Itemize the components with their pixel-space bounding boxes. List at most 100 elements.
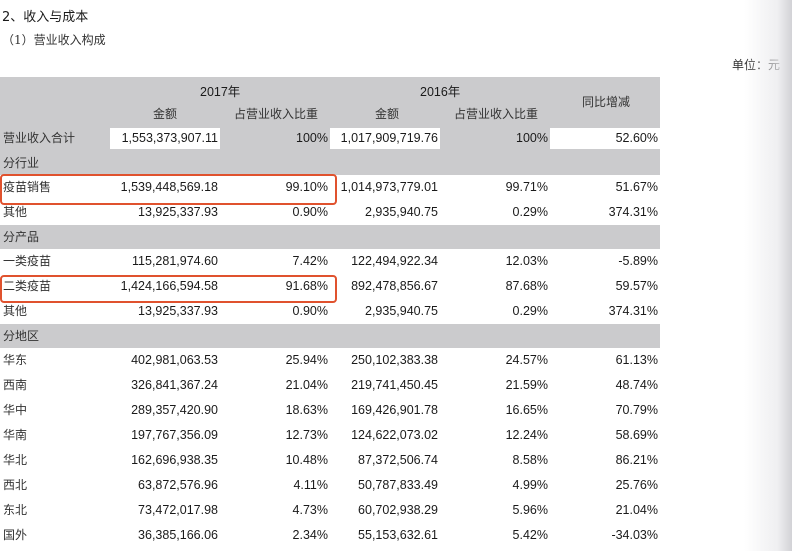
table-row: 华中 289,357,420.90 18.63% 169,426,901.78 … xyxy=(0,398,660,423)
amount-2016: 55,153,632.61 xyxy=(358,528,438,542)
ratio-2017: 0.90% xyxy=(292,205,328,219)
table-row: 东北 73,472,017.98 4.73% 60,702,938.29 5.9… xyxy=(0,498,660,523)
yoy-change: 59.57% xyxy=(615,279,658,293)
ratio-2017: 99.10% xyxy=(285,180,328,194)
row-label: 华北 xyxy=(3,453,28,467)
yoy-change: -5.89% xyxy=(618,254,658,268)
amount-2017: 36,385,166.06 xyxy=(138,528,218,542)
amount-2017: 1,553,373,907.11 xyxy=(110,128,220,149)
ratio-2016: 0.29% xyxy=(512,304,548,318)
ratio-2017: 0.90% xyxy=(292,304,328,318)
group-title: 分行业 xyxy=(3,156,40,170)
ratio-2017: 4.11% xyxy=(293,478,328,492)
header-amount-2016: 金额 xyxy=(375,107,400,121)
group-title: 分产品 xyxy=(3,230,40,244)
amount-2017: 289,357,420.90 xyxy=(131,403,218,417)
header-year-2017: 2017年 xyxy=(200,85,241,99)
ratio-2017: 21.04% xyxy=(285,378,328,392)
ratio-2016: 100% xyxy=(516,131,548,145)
ratio-2016: 4.99% xyxy=(512,478,548,492)
amount-2016: 892,478,856.67 xyxy=(351,279,438,293)
yoy-change: 374.31% xyxy=(608,205,658,219)
ratio-2016: 5.42% xyxy=(512,528,548,542)
ratio-2017: 7.42% xyxy=(292,254,328,268)
amount-2017: 13,925,337.93 xyxy=(138,304,218,318)
amount-2017: 63,872,576.96 xyxy=(138,478,218,492)
ratio-2016: 21.59% xyxy=(505,378,548,392)
table-row: 其他 13,925,337.93 0.90% 2,935,940.75 0.29… xyxy=(0,299,660,324)
amount-2016: 219,741,450.45 xyxy=(351,378,438,392)
yoy-change: 61.13% xyxy=(615,353,658,367)
header-yoy: 同比增减 xyxy=(582,95,631,109)
group-title: 分地区 xyxy=(3,329,40,343)
amount-2017: 73,472,017.98 xyxy=(138,503,218,517)
revenue-composition-table: 2017年 2016年 金额 占营业收入比重 金额 占营业收入比重 同比增减 营… xyxy=(0,77,660,548)
yoy-change: 48.74% xyxy=(615,378,658,392)
ratio-2016: 0.29% xyxy=(512,205,548,219)
header-year-2016: 2016年 xyxy=(420,85,461,99)
amount-2016: 1,017,909,719.76 xyxy=(330,128,440,149)
table-row-total: 营业收入合计 1,553,373,907.11 100% 1,017,909,7… xyxy=(0,126,660,151)
table-row: 国外 36,385,166.06 2.34% 55,153,632.61 5.4… xyxy=(0,523,660,548)
amount-2016: 124,622,073.02 xyxy=(351,428,438,442)
row-label: 其他 xyxy=(3,304,28,318)
ratio-2016: 24.57% xyxy=(505,353,548,367)
ratio-2017: 10.48% xyxy=(285,453,328,467)
yoy-change: 25.76% xyxy=(615,478,658,492)
table-row: 西南 326,841,367.24 21.04% 219,741,450.45 … xyxy=(0,373,660,398)
amount-2016: 60,702,938.29 xyxy=(358,503,438,517)
subsection-title: （1）营业收入构成 xyxy=(2,33,106,47)
row-label: 东北 xyxy=(3,503,28,517)
row-label: 华南 xyxy=(3,428,28,442)
amount-2016: 2,935,940.75 xyxy=(365,205,438,219)
group-header-product: 分产品 xyxy=(0,225,660,249)
header-ratio-2016: 占营业收入比重 xyxy=(454,107,539,121)
yoy-change: 86.21% xyxy=(615,453,658,467)
ratio-2017: 100% xyxy=(296,131,328,145)
ratio-2016: 5.96% xyxy=(512,503,548,517)
table-row: 二类疫苗 1,424,166,594.58 91.68% 892,478,856… xyxy=(0,274,660,299)
amount-2017: 197,767,356.09 xyxy=(131,428,218,442)
ratio-2016: 16.65% xyxy=(505,403,548,417)
amount-2016: 250,102,383.38 xyxy=(351,353,438,367)
amount-2016: 1,014,973,779.01 xyxy=(340,180,438,194)
amount-2017: 13,925,337.93 xyxy=(138,205,218,219)
row-label: 西北 xyxy=(3,478,28,492)
row-label: 营业收入合计 xyxy=(3,131,76,145)
ratio-2016: 99.71% xyxy=(505,180,548,194)
row-label: 华东 xyxy=(3,353,28,367)
amount-2016: 87,372,506.74 xyxy=(358,453,438,467)
amount-2016: 122,494,922.34 xyxy=(351,254,438,268)
ratio-2017: 18.63% xyxy=(285,403,328,417)
page-edge-shadow xyxy=(744,0,792,551)
amount-2017: 1,424,166,594.58 xyxy=(120,279,218,293)
yoy-change: 21.04% xyxy=(615,503,658,517)
yoy-change: 58.69% xyxy=(615,428,658,442)
ratio-2017: 25.94% xyxy=(285,353,328,367)
section-title: 2、收入与成本 xyxy=(2,10,89,25)
amount-2016: 50,787,833.49 xyxy=(358,478,438,492)
amount-2017: 162,696,938.35 xyxy=(131,453,218,467)
yoy-change: 52.60% xyxy=(550,128,660,149)
unit-label: 单位：元 xyxy=(731,58,780,72)
ratio-2017: 4.73% xyxy=(292,503,328,517)
row-label: 二类疫苗 xyxy=(3,279,52,293)
yoy-change: 374.31% xyxy=(608,304,658,318)
group-header-industry: 分行业 xyxy=(0,151,660,175)
ratio-2016: 87.68% xyxy=(505,279,548,293)
table-row: 华北 162,696,938.35 10.48% 87,372,506.74 8… xyxy=(0,448,660,473)
row-label: 国外 xyxy=(3,528,28,542)
amount-2017: 326,841,367.24 xyxy=(131,378,218,392)
yoy-change: -34.03% xyxy=(611,528,658,542)
amount-2017: 1,539,448,569.18 xyxy=(120,180,218,194)
table-row: 华南 197,767,356.09 12.73% 124,622,073.02 … xyxy=(0,423,660,448)
row-label: 其他 xyxy=(3,205,28,219)
row-label: 疫苗销售 xyxy=(3,180,52,194)
amount-2017: 402,981,063.53 xyxy=(131,353,218,367)
table-header: 2017年 2016年 金额 占营业收入比重 金额 占营业收入比重 同比增减 xyxy=(0,77,660,126)
ratio-2017: 91.68% xyxy=(285,279,328,293)
table-row: 其他 13,925,337.93 0.90% 2,935,940.75 0.29… xyxy=(0,200,660,225)
ratio-2016: 8.58% xyxy=(512,453,548,467)
table-row: 一类疫苗 115,281,974.60 7.42% 122,494,922.34… xyxy=(0,249,660,274)
ratio-2016: 12.03% xyxy=(505,254,548,268)
